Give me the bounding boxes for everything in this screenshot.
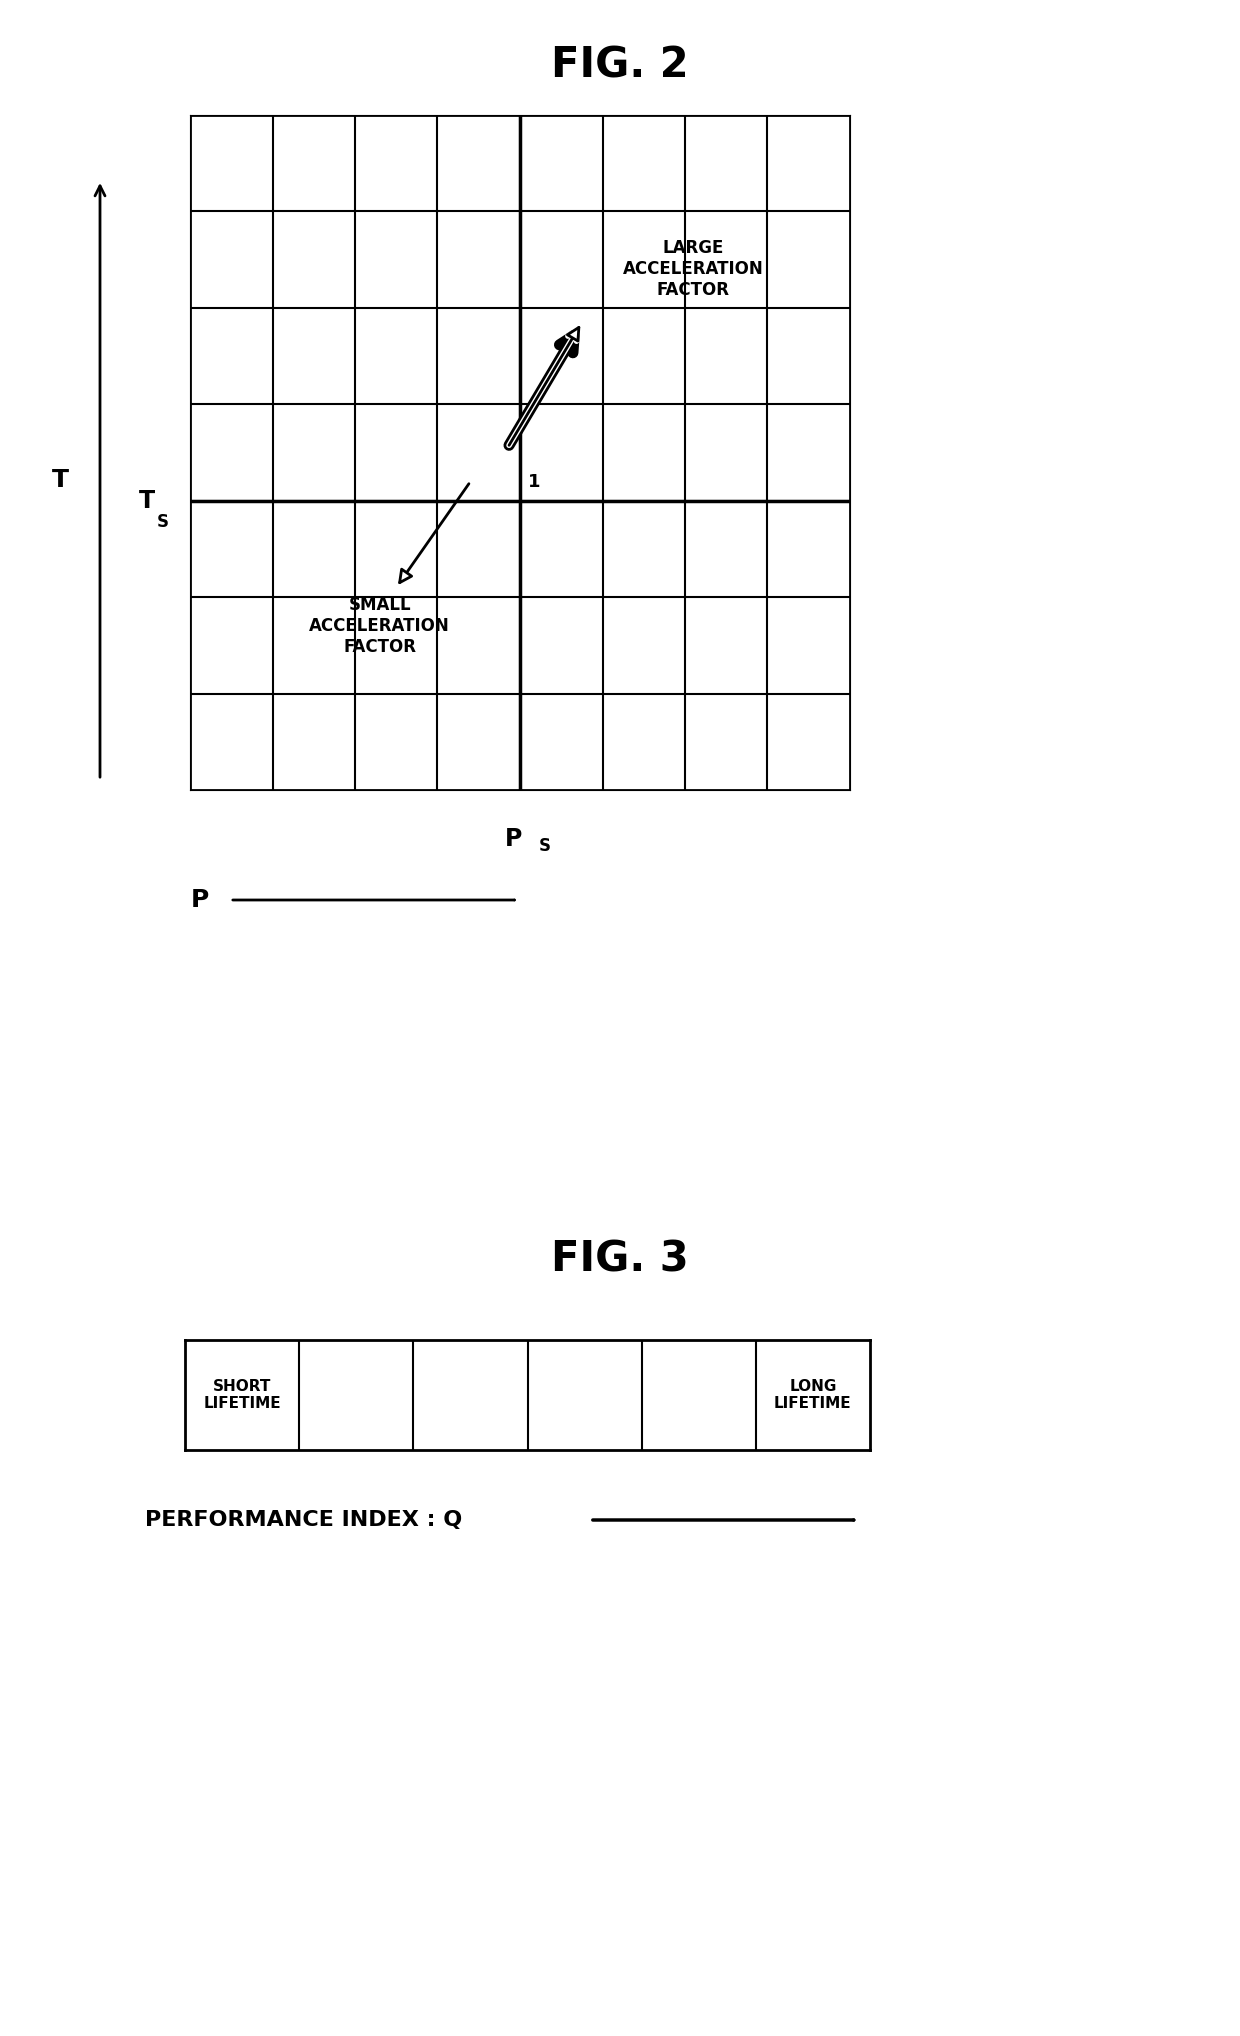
Text: S: S (157, 513, 169, 531)
Text: SMALL
ACCELERATION
FACTOR: SMALL ACCELERATION FACTOR (309, 597, 450, 656)
Text: P: P (191, 888, 210, 912)
Text: T: T (139, 489, 155, 513)
Text: S: S (538, 837, 551, 855)
Text: PERFORMANCE INDEX : Q: PERFORMANCE INDEX : Q (145, 1511, 463, 1529)
Text: FIG. 3: FIG. 3 (551, 1240, 689, 1281)
Text: LARGE
ACCELERATION
FACTOR: LARGE ACCELERATION FACTOR (622, 240, 764, 299)
Text: T: T (52, 468, 68, 493)
Text: FIG. 2: FIG. 2 (552, 45, 688, 86)
Text: SHORT
LIFETIME: SHORT LIFETIME (203, 1378, 281, 1411)
Text: P: P (505, 827, 522, 851)
Text: LONG
LIFETIME: LONG LIFETIME (774, 1378, 852, 1411)
Text: 1: 1 (528, 472, 541, 491)
